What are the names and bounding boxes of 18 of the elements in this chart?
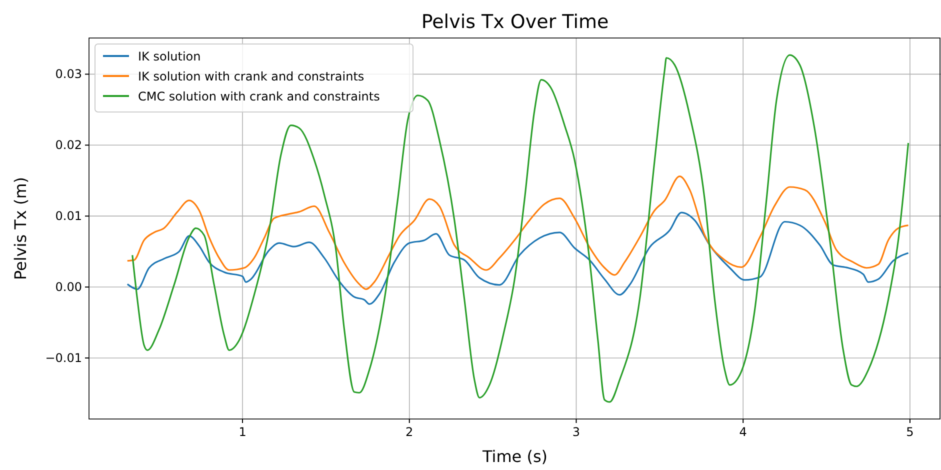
x-tick-label: 5 — [906, 425, 914, 439]
y-tick-label: −0.01 — [45, 350, 82, 365]
line-series — [126, 176, 910, 290]
x-tick-label: 4 — [739, 425, 747, 439]
legend-label: IK solution with crank and constraints — [138, 70, 364, 84]
legend-label: IK solution — [138, 50, 201, 64]
legend-label: CMC solution with crank and constraints — [138, 90, 380, 104]
y-tick-label: 0.02 — [55, 138, 82, 152]
y-axis-title: Pelvis Tx (m) — [11, 176, 30, 280]
y-tick-label: 0.00 — [55, 280, 82, 294]
x-tick-label: 3 — [572, 425, 580, 439]
x-tick-label: 1 — [238, 425, 246, 439]
chart-title: Pelvis Tx Over Time — [421, 11, 609, 33]
y-tick-label: 0.03 — [55, 67, 82, 82]
x-axis-title: Time (s) — [481, 447, 548, 466]
line-series — [126, 212, 910, 305]
x-tick-label: 2 — [406, 425, 414, 439]
y-tick-label: 0.01 — [55, 209, 82, 224]
